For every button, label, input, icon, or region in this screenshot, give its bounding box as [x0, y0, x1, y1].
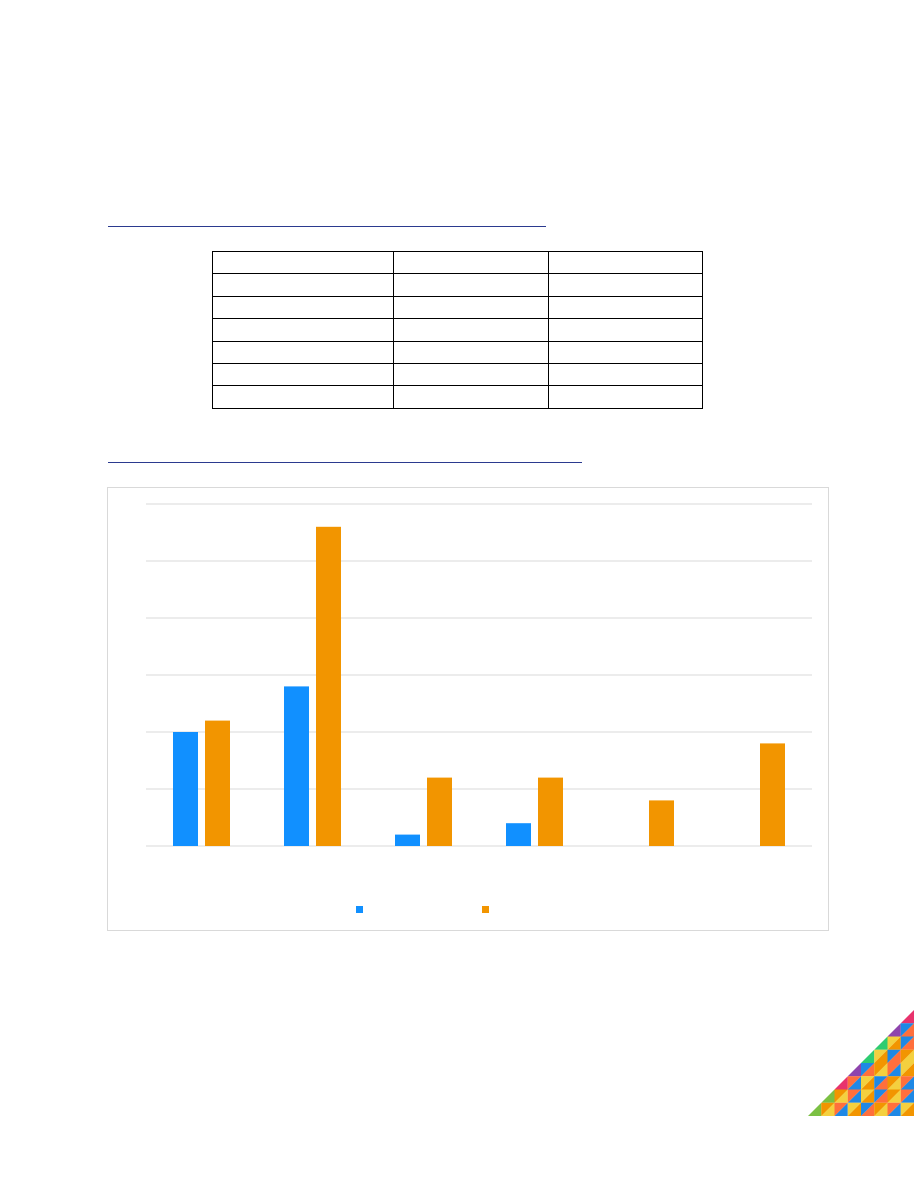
pattern-triangle	[847, 1063, 861, 1077]
table-cell	[212, 362, 394, 387]
pattern-triangle	[887, 1023, 901, 1037]
table-cell	[212, 340, 394, 364]
table-cell	[212, 318, 394, 342]
pattern-triangle	[808, 1102, 822, 1116]
legend-marker	[356, 906, 363, 913]
pattern-triangle	[887, 1036, 901, 1050]
table-cell	[393, 295, 549, 320]
bar-series1	[506, 823, 531, 846]
section-divider-chart	[108, 462, 582, 463]
pattern-triangle	[847, 1089, 861, 1103]
pattern-triangle	[834, 1102, 848, 1116]
table-row	[212, 362, 703, 387]
pattern-triangle	[887, 1076, 901, 1090]
table-row	[212, 318, 703, 342]
pattern-triangle	[887, 1049, 901, 1063]
table-row	[212, 250, 703, 275]
bar-series2	[316, 526, 341, 846]
bar-series1	[173, 732, 198, 846]
pattern-triangle	[821, 1089, 835, 1103]
table-cell	[212, 385, 394, 409]
bar-series2	[538, 777, 563, 846]
table-cell	[393, 273, 549, 297]
pattern-triangle	[821, 1102, 835, 1116]
table-cell	[212, 250, 394, 275]
table-cell	[548, 318, 703, 342]
pattern-triangle	[887, 1102, 901, 1116]
pattern-triangle	[874, 1089, 888, 1103]
table-cell	[393, 250, 549, 275]
pattern-triangle	[900, 1036, 914, 1050]
bar-series2	[205, 720, 230, 846]
pattern-triangle	[900, 1089, 914, 1103]
bar-series1	[395, 834, 420, 846]
table-cell	[393, 385, 549, 409]
pattern-triangle	[874, 1102, 888, 1116]
bar-series2	[427, 777, 452, 846]
table-row	[212, 295, 703, 320]
pattern-triangle	[861, 1076, 875, 1090]
table-cell	[548, 295, 703, 320]
pattern-triangle	[874, 1049, 888, 1063]
pattern-triangle	[847, 1076, 861, 1090]
bar-series2	[760, 743, 785, 846]
table-cell	[393, 340, 549, 364]
pattern-triangle	[847, 1102, 861, 1116]
pattern-triangle	[900, 1010, 914, 1024]
pattern-triangle	[861, 1102, 875, 1116]
pattern-triangle	[900, 1049, 914, 1063]
pattern-triangle	[861, 1063, 875, 1077]
bar-chart	[107, 487, 829, 931]
section-divider-top	[108, 226, 546, 227]
legend-marker	[482, 906, 489, 913]
pattern-triangle	[861, 1089, 875, 1103]
corner-triangle-pattern	[808, 1010, 914, 1116]
chart-canvas	[146, 503, 812, 913]
bar-series1	[284, 686, 309, 846]
bar-series2	[649, 800, 674, 846]
pattern-triangle	[834, 1076, 848, 1090]
table-cell	[393, 318, 549, 342]
table-row	[212, 273, 703, 297]
pattern-triangle	[861, 1049, 875, 1063]
pattern-triangle	[874, 1036, 888, 1050]
table-cell	[548, 362, 703, 387]
table-cell	[548, 273, 703, 297]
pattern-triangle	[900, 1063, 914, 1077]
table-cell	[212, 295, 394, 320]
pattern-triangle	[834, 1089, 848, 1103]
table-cell	[212, 273, 394, 297]
table-cell	[393, 362, 549, 387]
pattern-triangle	[874, 1076, 888, 1090]
data-table	[212, 250, 703, 409]
pattern-triangle	[887, 1089, 901, 1103]
pattern-triangle	[887, 1063, 901, 1077]
table-row	[212, 340, 703, 364]
table-row	[212, 385, 703, 409]
pattern-triangle	[900, 1076, 914, 1090]
pattern-triangle	[900, 1102, 914, 1116]
table-cell	[548, 385, 703, 409]
pattern-triangle	[900, 1023, 914, 1037]
table-cell	[548, 340, 703, 364]
table-cell	[548, 250, 703, 275]
pattern-triangle	[874, 1063, 888, 1077]
